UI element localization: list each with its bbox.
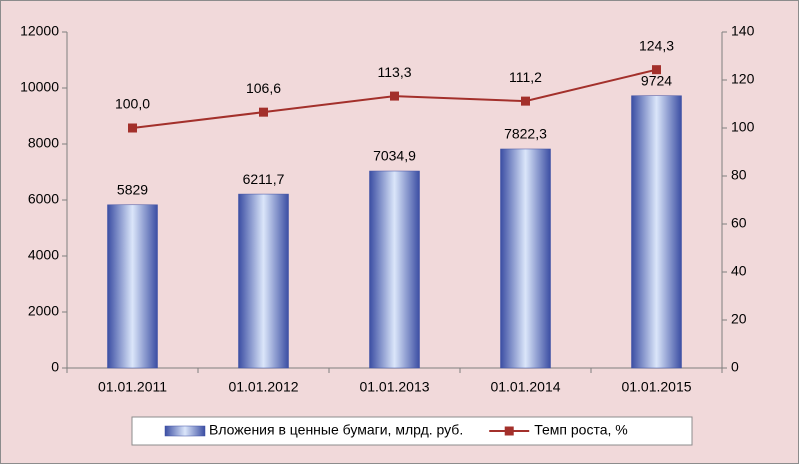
line-value-label: 124,3 [639,37,674,53]
bar-value-label: 9724 [641,72,672,88]
bar-value-label: 7822,3 [504,126,547,142]
bar-value-label: 7034,9 [373,148,416,164]
line-value-label: 106,6 [246,80,281,96]
bar [369,170,420,369]
y-tick-label: 10000 [20,79,59,95]
x-tick-label: 01.01.2012 [228,379,298,395]
x-tick-label: 01.01.2013 [359,379,429,395]
bar-value-label: 5829 [117,181,148,197]
y2-tick-label: 60 [731,215,747,231]
legend-marker [504,426,514,436]
y2-tick-label: 0 [731,359,739,375]
legend [131,416,693,446]
x-tick-label: 01.01.2011 [98,379,167,395]
legend-label: Вложения в ценные бумаги, млрд. руб. [209,422,463,438]
y-tick-label: 8000 [28,135,59,151]
marker [521,96,530,106]
x-tick-label: 01.01.2014 [490,379,560,395]
bar [107,204,158,369]
marker [259,107,268,117]
legend-swatch [164,425,206,437]
bar-value-label: 6211,7 [243,171,285,187]
x-tick-label: 01.01.2015 [621,379,691,395]
legend-label: Темп роста, % [534,422,628,438]
y-tick-label: 2000 [28,303,59,319]
marker [652,65,661,75]
line-value-label: 113,3 [378,64,412,80]
y-tick-label: 0 [51,359,59,375]
bar [631,95,682,369]
y2-tick-label: 140 [731,23,755,39]
line-value-label: 100,0 [115,96,150,112]
marker [128,123,137,133]
marker [390,91,399,101]
y2-tick-label: 20 [731,311,747,327]
y2-tick-label: 120 [731,71,755,87]
y-tick-label: 6000 [28,191,59,207]
y-tick-label: 12000 [20,23,59,39]
y2-tick-label: 80 [731,167,747,183]
bar [238,193,289,369]
y-tick-label: 4000 [28,247,59,263]
bar [500,148,551,369]
line-value-label: 111,2 [509,69,542,85]
y2-tick-label: 100 [731,119,755,135]
y2-tick-label: 40 [731,263,747,279]
